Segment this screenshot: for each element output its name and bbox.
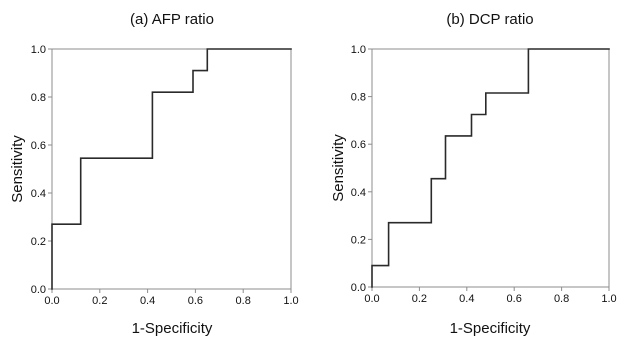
- y-axis-title: Sensitivity: [330, 134, 347, 202]
- y-tick-label: 0.8: [351, 92, 366, 104]
- x-tick-label: 0.4: [459, 293, 474, 305]
- y-tick-label: 0.8: [31, 92, 46, 104]
- x-axis-title: 1-Specificity: [450, 320, 531, 337]
- y-axis-title: Sensitivity: [9, 135, 26, 203]
- y-tick-label: 1.0: [351, 44, 366, 56]
- y-tick-label: 0.4: [351, 187, 366, 199]
- y-axis-ticks: 0.0 0.2 0.4 0.6 0.8 1.0: [351, 44, 372, 294]
- x-tick-label: 0.8: [554, 293, 569, 305]
- plot-frame: [371, 48, 610, 288]
- chart-title: (a) AFP ratio: [130, 11, 214, 28]
- x-tick-label: 0.8: [236, 295, 251, 307]
- chart-panel-dcp: (b) DCP ratio 0.0 0.2 0.4 0.6 0.8 1.0 0.00.20…: [330, 11, 617, 337]
- y-tick-label: 0.0: [351, 282, 366, 294]
- chart-panel-afp: (a) AFP ratio 0.0 0.2 0.4 0.6 0.8 1.0 0.00.20…: [9, 11, 299, 337]
- y-tick-label: 0.4: [31, 188, 46, 200]
- y-tick-label: 0.6: [351, 139, 366, 151]
- y-axis-ticks: 0.0 0.2 0.4 0.6 0.8 1.0: [31, 44, 52, 296]
- y-tick-label: 1.0: [31, 44, 46, 56]
- x-tick-label: 0.0: [364, 293, 379, 305]
- y-tick-label: 0.2: [31, 236, 46, 248]
- x-tick-label: 1.0: [601, 293, 616, 305]
- y-tick-label: 0.6: [31, 140, 46, 152]
- y-tick-label: 0.0: [31, 284, 46, 296]
- x-tick-label: 0.2: [412, 293, 427, 305]
- x-tick-label: 0.4: [140, 295, 155, 307]
- roc-curve-line: [371, 48, 610, 288]
- x-axis-title: 1-Specificity: [132, 320, 213, 337]
- x-tick-label: 0.0: [44, 295, 59, 307]
- x-axis-ticks: 0.0 0.2 0.4 0.6 0.8 1.0: [364, 287, 617, 305]
- plot-frame: [51, 48, 292, 290]
- x-tick-label: 0.2: [92, 295, 107, 307]
- y-tick-label: 0.2: [351, 234, 366, 246]
- x-tick-label: 0.6: [507, 293, 522, 305]
- x-axis-ticks: 0.0 0.2 0.4 0.6 0.8 1.0: [44, 289, 299, 307]
- x-tick-label: 1.0: [283, 295, 298, 307]
- x-tick-label: 0.6: [188, 295, 203, 307]
- roc-curve-line: [51, 48, 292, 290]
- chart-title: (b) DCP ratio: [446, 11, 533, 28]
